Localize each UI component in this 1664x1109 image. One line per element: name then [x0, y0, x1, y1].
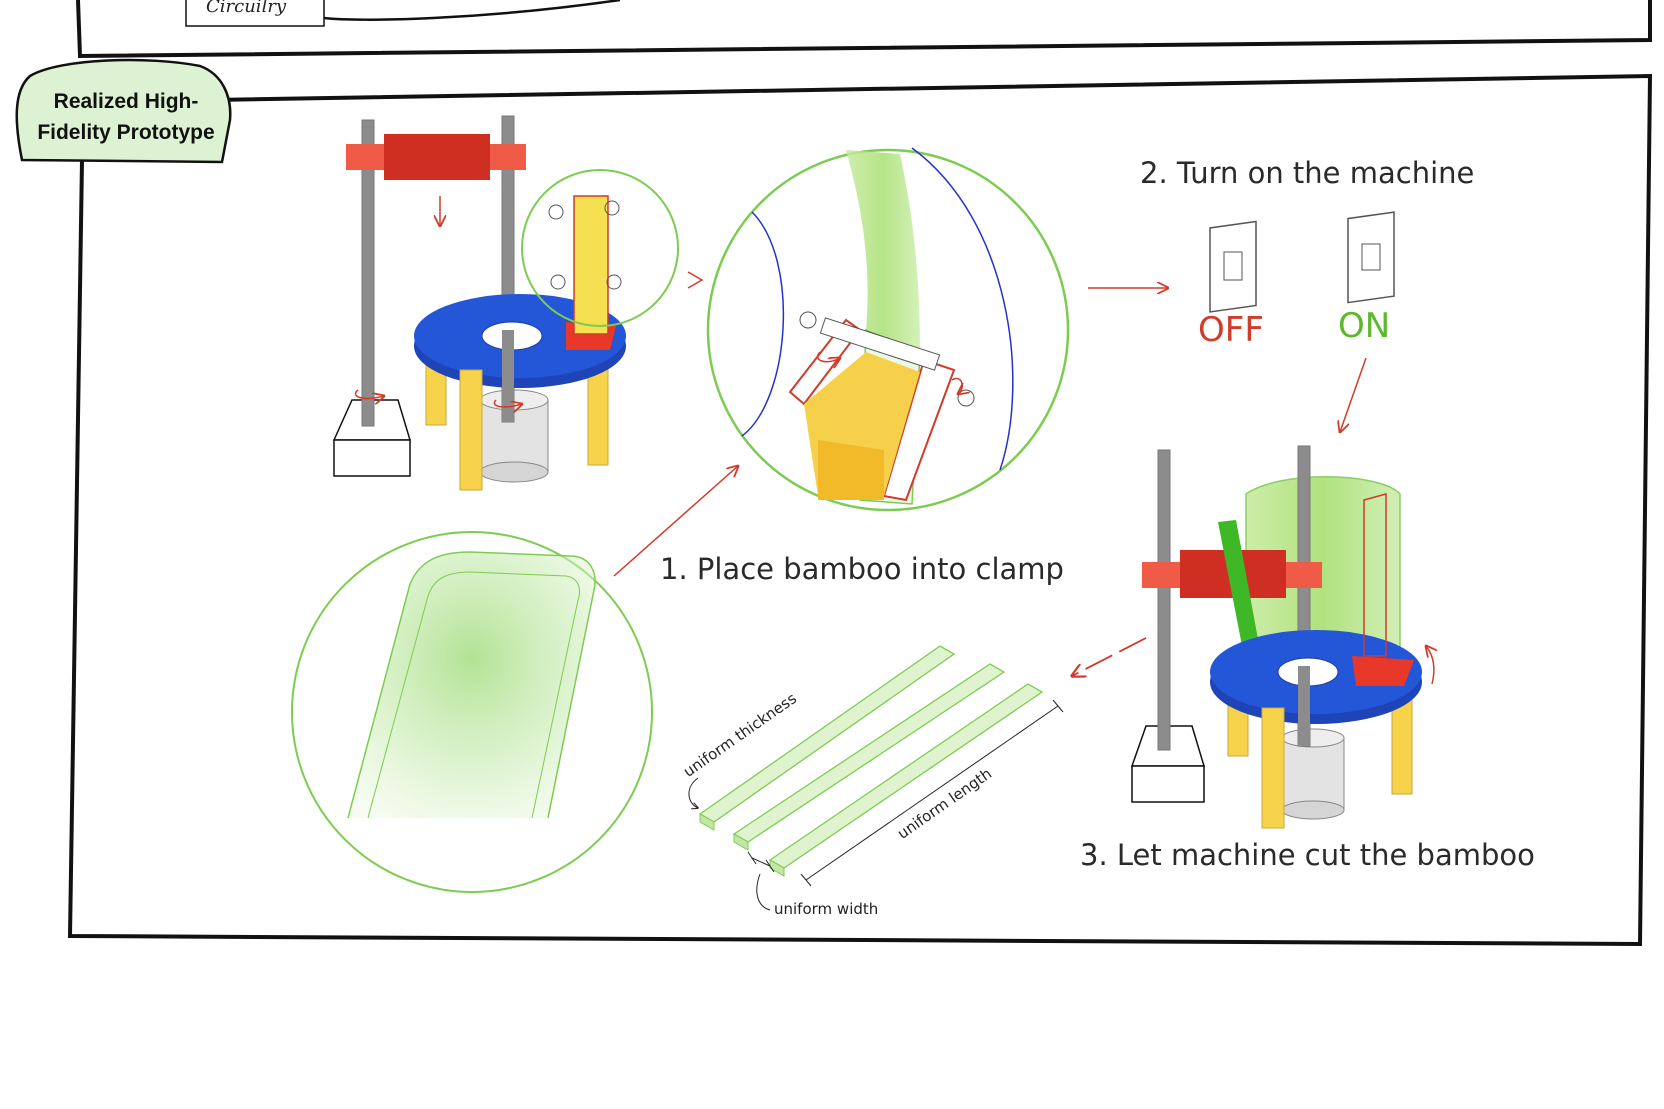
output-strips: [688, 645, 1064, 911]
off-switch: [1209, 220, 1257, 313]
circuitry-box: [185, 0, 325, 27]
on-switch: [1347, 211, 1395, 304]
circuitry-label: Circuilry: [206, 0, 287, 17]
arrow-to-clamp-zoom: [613, 466, 738, 577]
arrow-to-machine-three: [1340, 357, 1367, 432]
section-tag-bubble: [15, 58, 232, 164]
main-panel-frame: [67, 73, 1653, 947]
uniform-width-label: uniform width: [774, 900, 879, 918]
bamboo-detail-circle: [291, 531, 653, 893]
step-one-label: 1. Place bamboo into clamp: [660, 552, 1064, 586]
top-panel-frame: [76, 0, 1652, 59]
arrow-to-strips: [1072, 637, 1147, 676]
step-two-label: 2. Turn on the machine: [1140, 156, 1475, 190]
machine-one: [332, 115, 704, 491]
off-label: OFF: [1198, 310, 1264, 350]
clamp-zoom-circle: [706, 147, 1070, 512]
machine-three: [1130, 445, 1434, 829]
section-tag-line2: Fidelity Prototype: [37, 121, 215, 144]
step-three-label: 3. Let machine cut the bamboo: [1080, 838, 1535, 872]
section-tag: Realized High- Fidelity Prototype: [22, 86, 230, 148]
on-label: ON: [1338, 306, 1391, 346]
section-tag-line1: Realized High-: [53, 90, 199, 113]
